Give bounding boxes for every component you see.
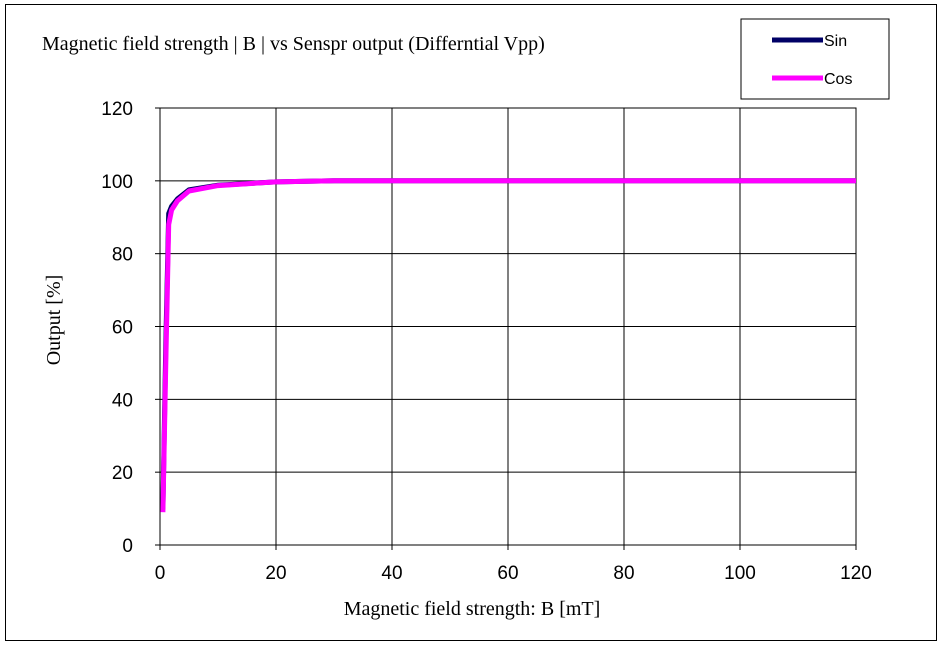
legend: Sin Cos	[740, 18, 890, 100]
x-tick-label: 120	[840, 563, 872, 584]
x-tick-label: 60	[497, 563, 518, 584]
y-tick-label: 60	[112, 318, 133, 339]
y-axis-label: Output [%]	[43, 275, 65, 366]
x-tick-label: 100	[724, 563, 756, 584]
x-tick-label: 40	[381, 563, 402, 584]
series-lines	[160, 178, 856, 513]
y-tick-label: 80	[112, 245, 133, 266]
x-tick-label: 80	[613, 563, 634, 584]
y-tick-label: 20	[112, 463, 133, 484]
x-tick-label: 20	[265, 563, 286, 584]
x-tick-labels: 0 20 40 60 80 100 120	[155, 563, 872, 584]
chart-title: Magnetic field strength | B | vs Senspr …	[42, 33, 545, 55]
x-tick-label: 0	[155, 563, 166, 584]
y-tick-label: 0	[122, 536, 133, 557]
legend-label-cos: Cos	[824, 71, 852, 88]
y-tick-labels: 0 20 40 60 80 100 120	[101, 99, 133, 557]
y-tick-label: 40	[112, 390, 133, 411]
legend-box	[740, 18, 890, 100]
y-tick-label: 100	[101, 172, 133, 193]
y-tick-label: 120	[101, 99, 133, 120]
series-line-cos	[160, 178, 856, 513]
x-axis-label: Magnetic field strength: B [mT]	[344, 598, 601, 620]
legend-label-sin: Sin	[824, 33, 847, 50]
